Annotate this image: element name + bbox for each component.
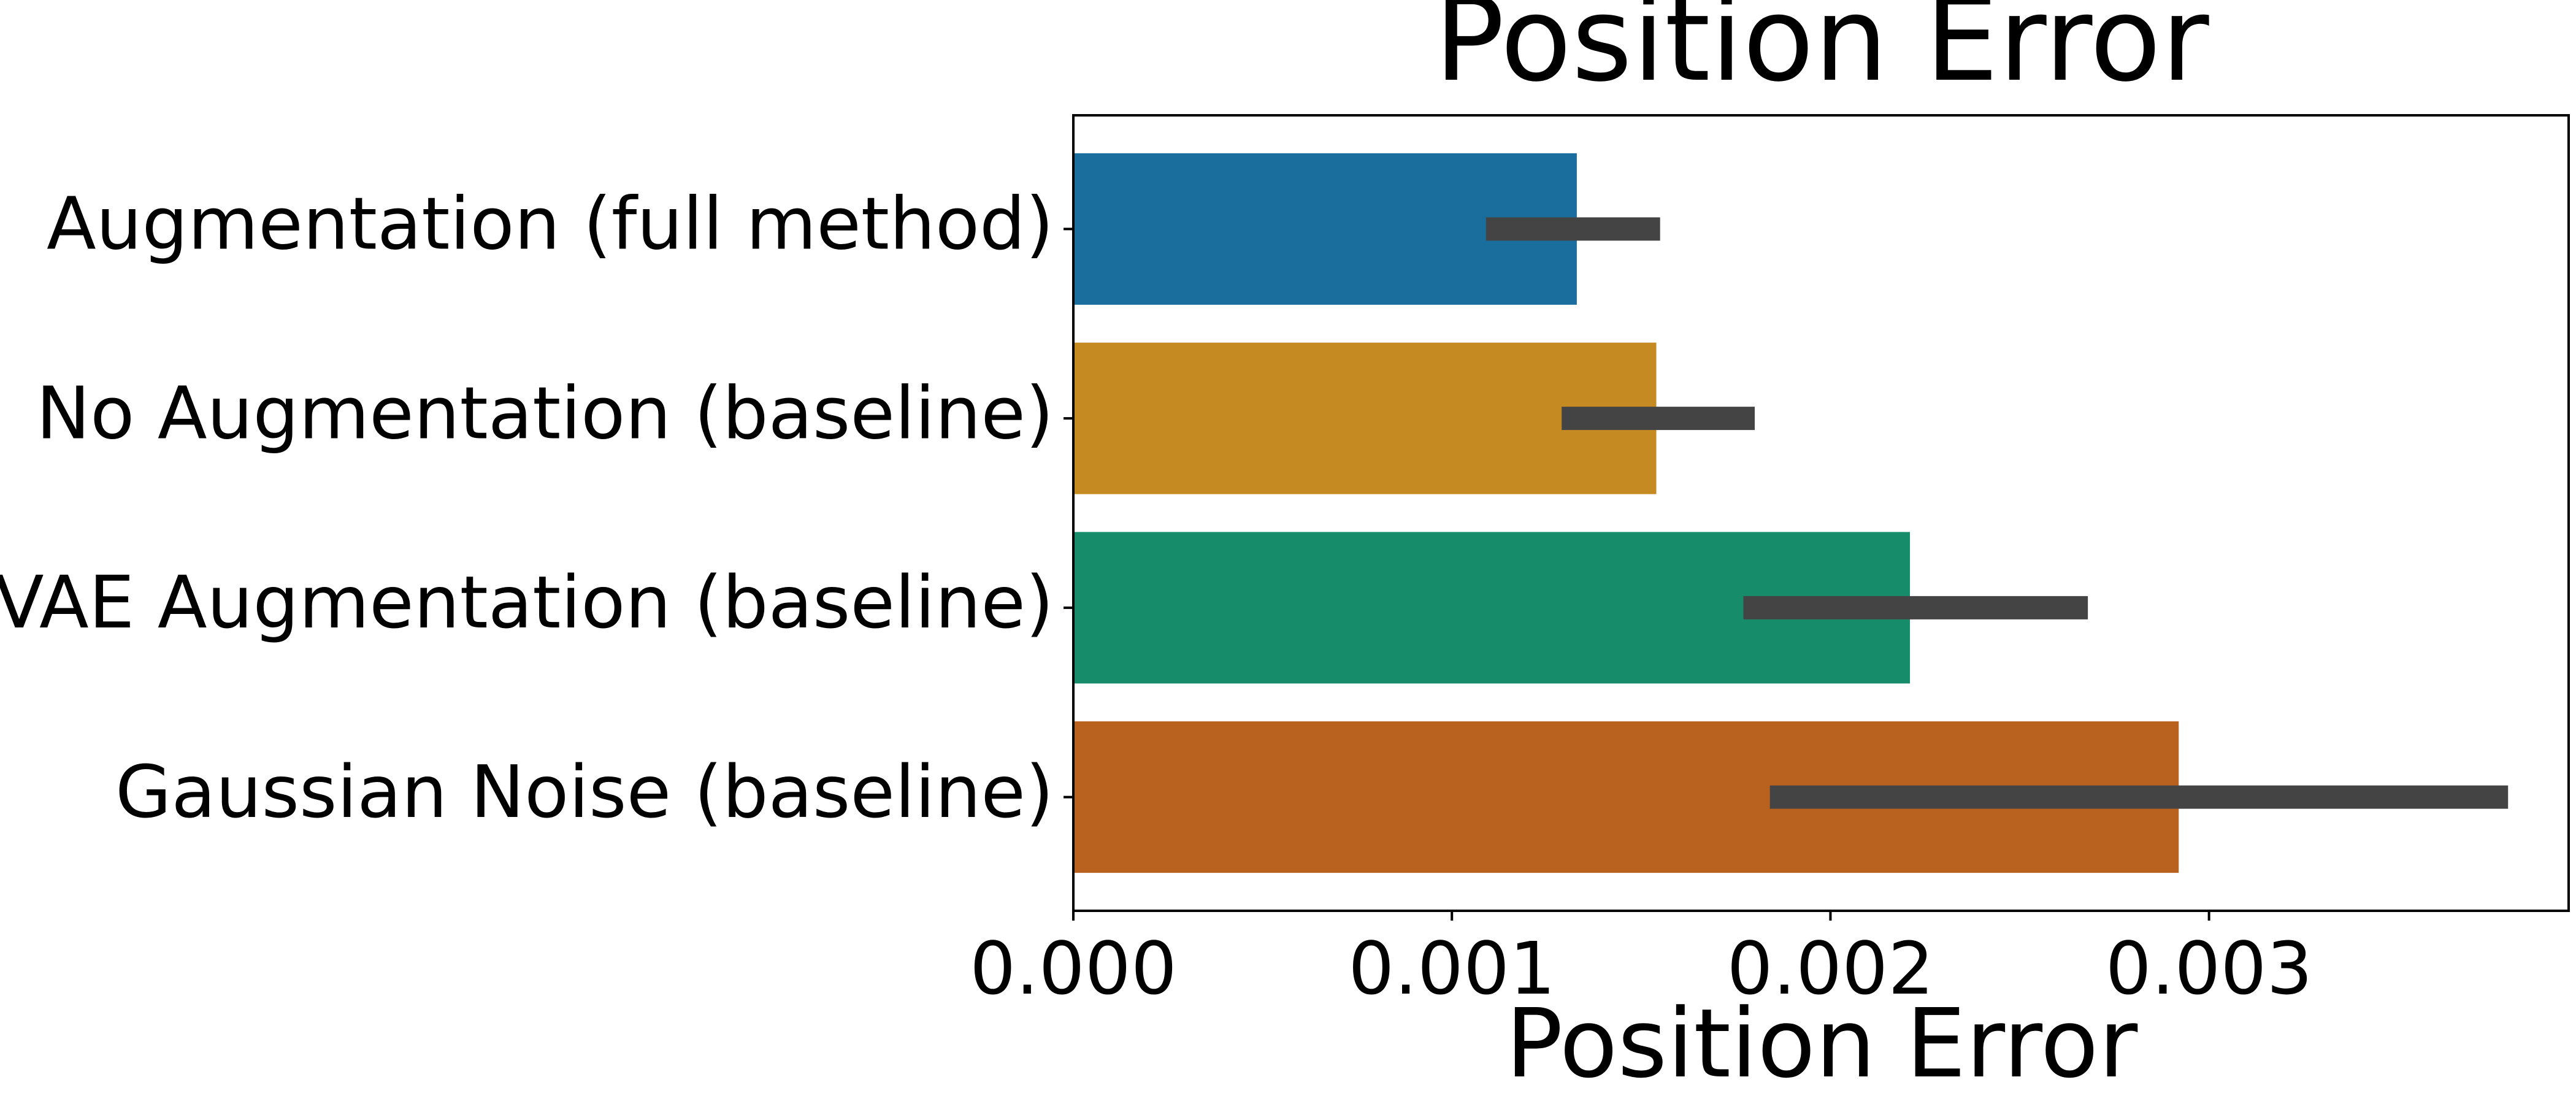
error-bars-layer	[1485, 217, 2509, 809]
y-axis: Augmentation (full method) No Augmentatio…	[0, 182, 1073, 834]
y-tick-label-2: VAE Augmentation (baseline)	[0, 560, 1054, 645]
x-tick-label-1: 0.001	[1348, 926, 1555, 1011]
bars-layer	[1073, 153, 2179, 873]
x-axis: 0.000 0.001 0.002 0.003	[970, 911, 2313, 1011]
y-tick-label-3: Gaussian Noise (baseline)	[115, 749, 1054, 834]
y-tick-label-0: Augmentation (full method)	[47, 182, 1054, 266]
x-tick-label-0: 0.000	[970, 926, 1177, 1011]
y-tick-label-1: No Augmentation (baseline)	[36, 370, 1054, 455]
chart-title: Position Error	[1434, 0, 2209, 107]
x-tick-label-3: 0.003	[2106, 926, 2313, 1011]
x-tick-label-2: 0.002	[1727, 926, 1934, 1011]
bar-1	[1073, 342, 1657, 494]
plot-frame	[1072, 114, 2570, 912]
x-axis-label: Position Error	[1506, 988, 2138, 1099]
